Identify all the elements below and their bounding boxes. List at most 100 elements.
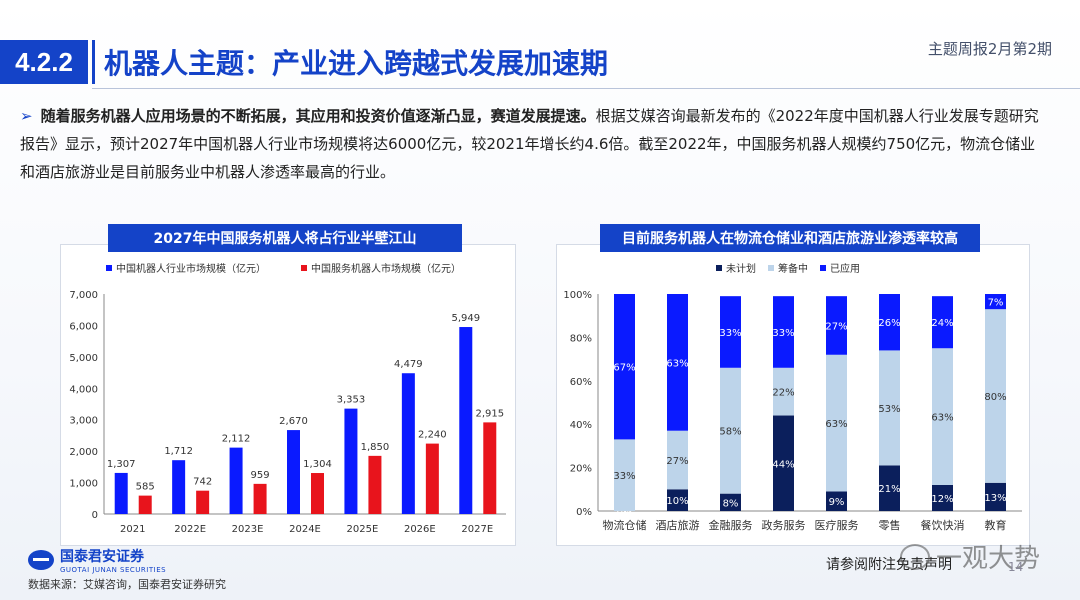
data-label: 12% bbox=[931, 494, 953, 505]
data-label: 63% bbox=[931, 413, 953, 424]
bar bbox=[287, 430, 300, 514]
y-tick-label: 0% bbox=[576, 507, 592, 518]
stacked-bar-segment bbox=[667, 430, 688, 490]
data-label: 33% bbox=[719, 328, 741, 339]
y-tick-label: 100% bbox=[563, 290, 592, 301]
stacked-bar-segment bbox=[720, 296, 741, 368]
legend-label: 筹备中 bbox=[778, 262, 808, 275]
data-label: 2,670 bbox=[279, 416, 308, 427]
y-tick-label: 3,000 bbox=[69, 416, 98, 427]
summary-bold-text: 随着服务机器人应用场景的不断拓展，其应用和投资价值逐渐凸显，赛道发展提速。 bbox=[40, 107, 596, 125]
stacked-bar-segment bbox=[720, 367, 741, 494]
legend-swatch bbox=[301, 265, 307, 271]
data-label: 80% bbox=[984, 392, 1006, 403]
bar bbox=[138, 495, 152, 514]
legend-label: 中国服务机器人市场规模（亿元） bbox=[311, 262, 461, 275]
bullet-arrow-icon: ➢ bbox=[20, 107, 33, 125]
y-tick-label: 60% bbox=[570, 377, 592, 388]
data-label: 8% bbox=[723, 498, 739, 509]
wechat-icon bbox=[900, 543, 930, 570]
y-tick-label: 1,000 bbox=[69, 479, 98, 490]
data-label: 9% bbox=[829, 497, 845, 508]
stacked-bar-segment bbox=[932, 484, 953, 511]
data-label: 58% bbox=[719, 427, 741, 438]
penetration-stacked-chart: 0% 20% 40% 60% 80% 100% 未计划 筹备中 已应用 0% 33% 67% 物流仓储 1… bbox=[563, 262, 1022, 532]
legend-label: 已应用 bbox=[830, 262, 860, 275]
stacked-bar-segment bbox=[667, 489, 688, 511]
x-tick-label: 酒店旅游 bbox=[656, 518, 700, 532]
bar bbox=[311, 473, 324, 514]
bar bbox=[229, 447, 243, 514]
company-logo: 国泰君安证券 GUOTAI JUNAN SECURITIES bbox=[28, 546, 166, 574]
data-label: 1,304 bbox=[303, 459, 332, 470]
data-label: 7% bbox=[988, 298, 1004, 309]
legend-label: 中国机器人行业市场规模（亿元） bbox=[116, 262, 266, 275]
data-label: 27% bbox=[666, 456, 688, 467]
bar bbox=[459, 327, 473, 514]
market-size-bar-chart: 0 1,000 2,000 3,000 4,000 5,000 6,000 7,000 中国机器… bbox=[69, 262, 506, 535]
bar bbox=[344, 408, 358, 514]
y-tick-label: 20% bbox=[570, 464, 592, 475]
data-label: 13% bbox=[984, 493, 1006, 504]
page-number: 14 bbox=[1008, 560, 1024, 574]
data-label: 26% bbox=[878, 318, 900, 329]
data-label: 1,712 bbox=[164, 446, 193, 457]
x-tick-label: 医疗服务 bbox=[815, 518, 859, 532]
bar bbox=[401, 373, 415, 514]
stacked-bar-segment bbox=[614, 439, 635, 511]
data-label: 33% bbox=[772, 328, 794, 339]
y-tick-label: 2,000 bbox=[69, 447, 98, 458]
watermark-text: 一观大势 bbox=[936, 544, 1041, 574]
y-tick-label: 7,000 bbox=[69, 290, 98, 301]
data-label: 27% bbox=[825, 321, 847, 332]
data-label: 67% bbox=[613, 363, 635, 374]
legend-swatch bbox=[716, 265, 722, 271]
stacked-bar-segment bbox=[826, 354, 847, 492]
section-number: 4.2.2 bbox=[0, 40, 88, 84]
stacked-bar-segment bbox=[985, 309, 1006, 483]
bar bbox=[483, 422, 497, 514]
data-label: 585 bbox=[136, 482, 155, 493]
y-tick-label: 80% bbox=[570, 333, 592, 344]
stacked-bar-segment bbox=[932, 296, 953, 349]
x-tick-label: 金融服务 bbox=[709, 518, 753, 532]
logo-icon bbox=[28, 550, 54, 570]
data-label: 2,112 bbox=[222, 434, 251, 445]
x-tick-label: 餐饮快消 bbox=[921, 518, 965, 532]
stacked-bar-segment bbox=[773, 296, 794, 368]
data-label: 22% bbox=[772, 388, 794, 399]
y-tick-label: 0 bbox=[92, 510, 98, 521]
x-tick-label: 2025E bbox=[347, 524, 379, 535]
data-label: 24% bbox=[931, 318, 953, 329]
stacked-bar-segment bbox=[826, 296, 847, 355]
title-accent-bar bbox=[92, 40, 95, 84]
watermark: 一观大势 bbox=[900, 538, 1040, 575]
stacked-bar-segment bbox=[826, 491, 847, 511]
bar bbox=[114, 472, 128, 514]
legend-swatch bbox=[820, 265, 826, 271]
logo-chinese-name: 国泰君安证券 bbox=[60, 549, 144, 565]
data-label: 1,850 bbox=[361, 442, 390, 453]
header-divider bbox=[92, 88, 1080, 89]
logo-english-name: GUOTAI JUNAN SECURITIES bbox=[60, 566, 167, 574]
data-label: 2,240 bbox=[418, 430, 447, 441]
x-tick-label: 2021 bbox=[120, 524, 145, 535]
data-label: 33% bbox=[613, 471, 635, 482]
data-label: 44% bbox=[772, 459, 794, 470]
stacked-bar-segment bbox=[614, 294, 635, 440]
bar bbox=[196, 490, 210, 514]
x-tick-label: 政务服务 bbox=[762, 518, 806, 532]
data-label: 10% bbox=[666, 496, 688, 507]
x-tick-label: 教育 bbox=[985, 518, 1007, 532]
stacked-bar-segment bbox=[932, 348, 953, 485]
stacked-bar-segment bbox=[985, 482, 1006, 511]
stacked-bar-segment bbox=[773, 367, 794, 416]
data-label: 63% bbox=[666, 358, 688, 369]
x-tick-label: 2027E bbox=[461, 524, 493, 535]
summary-text: 根据艾媒咨询最新发布的《2022年度中国机器人行业发展专题研究报告》显示，预计2… bbox=[20, 107, 1039, 181]
x-tick-label: 2022E bbox=[174, 524, 206, 535]
x-tick-label: 零售 bbox=[879, 518, 901, 532]
summary-paragraph: ➢ 随着服务机器人应用场景的不断拓展，其应用和投资价值逐渐凸显，赛道发展提速。根据… bbox=[20, 102, 1050, 186]
data-label: 2,915 bbox=[475, 408, 504, 419]
right-chart-title: 目前服务机器人在物流仓储业和酒店旅游业渗透率较高 bbox=[600, 224, 980, 252]
